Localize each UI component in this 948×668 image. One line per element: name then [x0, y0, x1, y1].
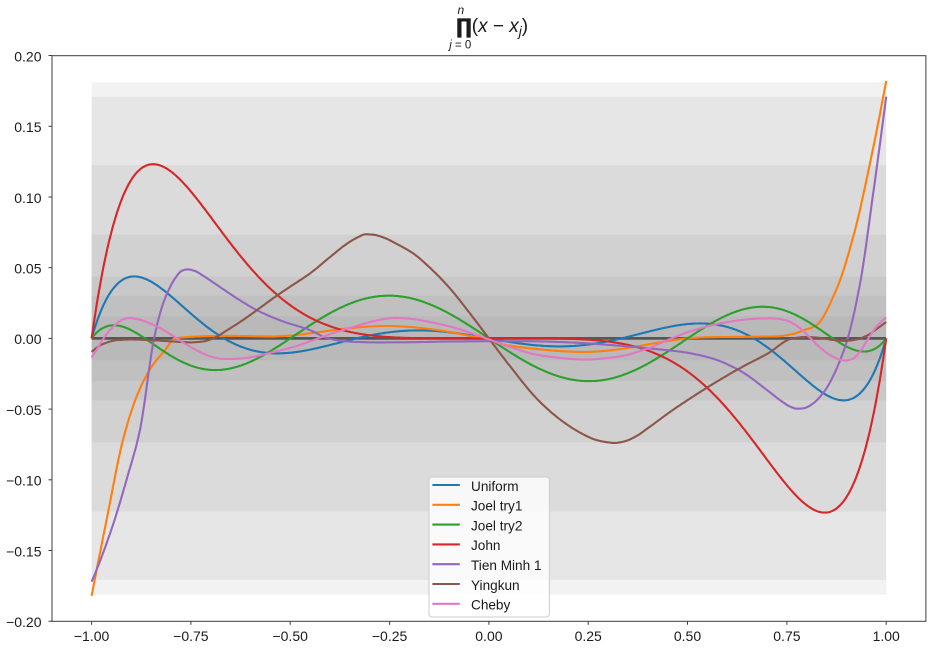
svg-text:Yingkun: Yingkun: [471, 578, 520, 593]
svg-text:Uniform: Uniform: [471, 479, 519, 494]
svg-text:−0.05: −0.05: [6, 402, 42, 418]
svg-text:−0.20: −0.20: [6, 614, 42, 630]
svg-text:−1.00: −1.00: [74, 628, 110, 644]
svg-text:0.25: 0.25: [575, 628, 602, 644]
svg-text:n: n: [457, 3, 464, 17]
svg-text:Cheby: Cheby: [471, 598, 510, 613]
svg-text:Tien Minh 1: Tien Minh 1: [471, 558, 542, 573]
svg-text:0.50: 0.50: [674, 628, 701, 644]
svg-text:Joel try1: Joel try1: [471, 499, 522, 514]
svg-text:0.00: 0.00: [475, 628, 502, 644]
svg-text:0.05: 0.05: [14, 261, 41, 277]
svg-text:0.75: 0.75: [773, 628, 800, 644]
svg-text:−0.25: −0.25: [372, 628, 408, 644]
svg-text:John: John: [471, 538, 500, 553]
svg-text:Joel try2: Joel try2: [471, 518, 522, 533]
svg-text:−0.10: −0.10: [6, 473, 42, 489]
svg-text:−0.15: −0.15: [6, 543, 42, 559]
svg-text:−0.75: −0.75: [173, 628, 209, 644]
svg-text:0.15: 0.15: [14, 119, 41, 135]
svg-text:(x − xj): (x − xj): [472, 16, 528, 39]
svg-text:0.20: 0.20: [14, 48, 41, 64]
svg-text:1.00: 1.00: [873, 628, 900, 644]
svg-text:j = 0: j = 0: [447, 40, 471, 52]
svg-text:−0.50: −0.50: [272, 628, 308, 644]
svg-text:0.00: 0.00: [14, 331, 41, 347]
svg-text:0.10: 0.10: [14, 190, 41, 206]
